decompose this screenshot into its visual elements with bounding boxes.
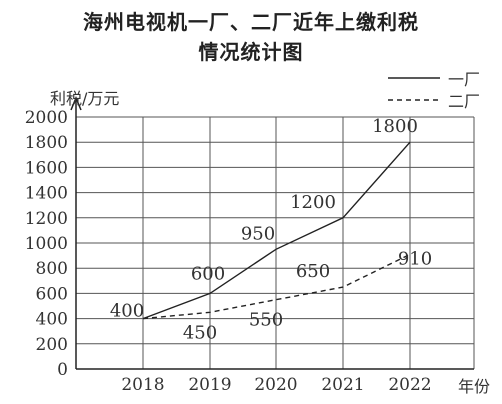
x-tick-label: 2021 bbox=[321, 375, 364, 395]
data-label: 450 bbox=[183, 322, 217, 343]
data-label: 550 bbox=[249, 310, 283, 331]
x-tick-label: 2020 bbox=[254, 375, 297, 395]
chart-title-line2: 情况统计图 bbox=[198, 40, 304, 64]
y-tick-labels: 0 200 400 600 800 1000 1200 1400 1600 1800 2000 bbox=[25, 108, 68, 380]
x-tick-label: 2022 bbox=[388, 375, 431, 395]
legend-label-factory-2: 二厂 bbox=[448, 92, 480, 111]
y-tick-label: 2000 bbox=[25, 108, 68, 128]
grid bbox=[76, 116, 475, 369]
data-label: 910 bbox=[398, 248, 432, 269]
x-tick-label: 2018 bbox=[121, 375, 164, 395]
data-label: 1200 bbox=[290, 192, 336, 213]
x-axis-label: 年份 bbox=[458, 377, 490, 396]
y-axis-arrow bbox=[70, 96, 82, 111]
y-tick-label: 1800 bbox=[25, 133, 68, 153]
y-tick-label: 600 bbox=[36, 284, 68, 304]
series-lines bbox=[142, 141, 411, 320]
series-line-factory-1 bbox=[142, 141, 411, 320]
y-tick-label: 1400 bbox=[25, 184, 68, 204]
data-labels: 400 600 950 1200 1800 450 550 650 910 bbox=[110, 116, 432, 343]
legend-label-factory-1: 一厂 bbox=[448, 70, 480, 89]
chart-title-line1: 海州电视机一厂、二厂近年上缴利税 bbox=[83, 10, 419, 34]
data-label: 600 bbox=[191, 263, 225, 284]
y-tick-label: 400 bbox=[36, 310, 68, 330]
data-label: 1800 bbox=[372, 116, 418, 137]
axes bbox=[70, 96, 474, 370]
y-tick-label: 200 bbox=[36, 335, 68, 355]
y-axis-label: 利税/万元 bbox=[50, 89, 119, 108]
x-tick-label: 2019 bbox=[188, 375, 231, 395]
data-label: 650 bbox=[296, 261, 330, 282]
data-label: 400 bbox=[110, 301, 144, 322]
data-label: 950 bbox=[241, 223, 275, 244]
x-tick-labels: 2018 2019 2020 2021 2022 bbox=[121, 375, 431, 395]
y-tick-label: 1000 bbox=[25, 234, 68, 254]
y-tick-label: 800 bbox=[36, 259, 68, 279]
series-line-factory-2 bbox=[142, 253, 411, 320]
y-tick-label: 0 bbox=[57, 360, 68, 380]
y-tick-label: 1200 bbox=[25, 209, 68, 229]
y-tick-label: 1600 bbox=[25, 158, 68, 178]
